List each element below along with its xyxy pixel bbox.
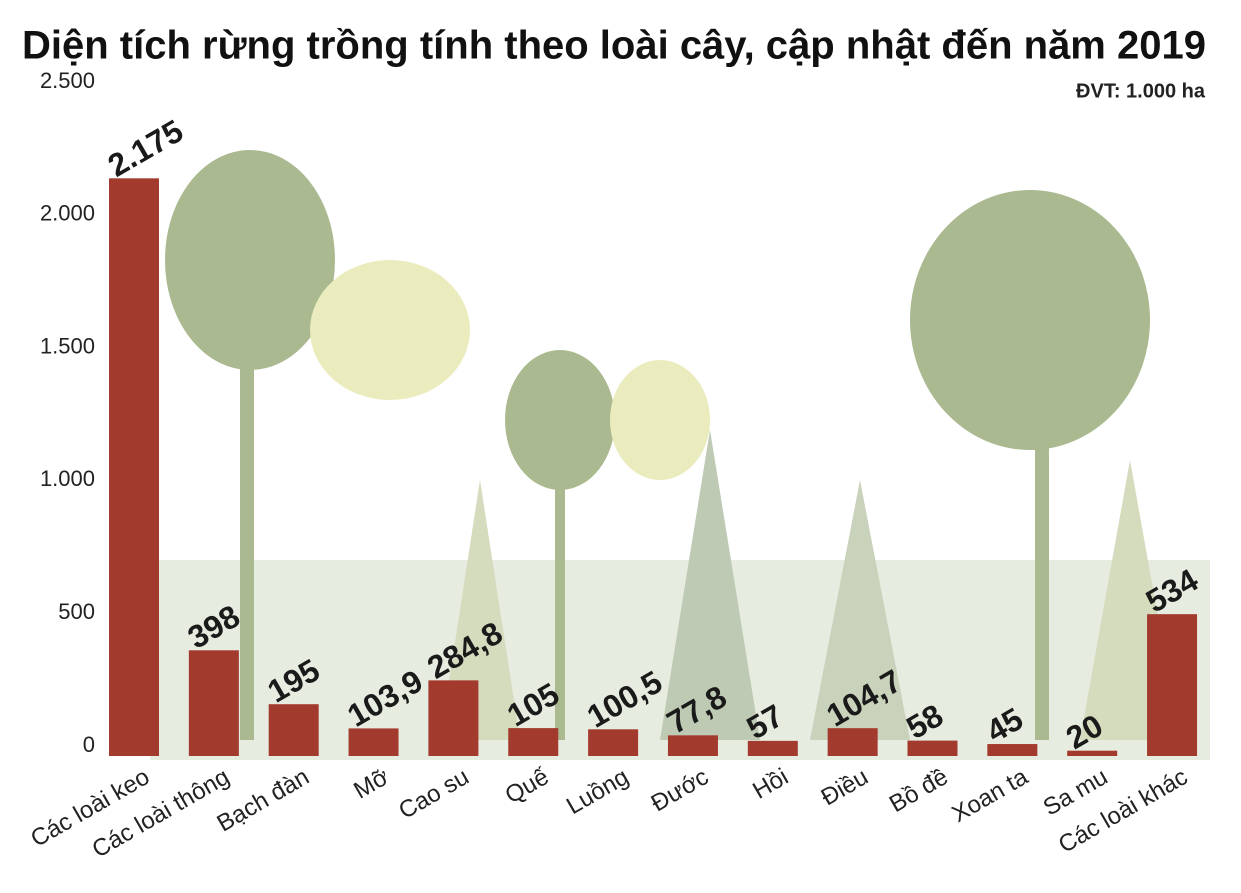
bar — [109, 178, 159, 756]
y-tick-label: 2.500 — [40, 68, 95, 93]
value-label: 2.175 — [102, 112, 189, 183]
bar — [268, 704, 319, 756]
x-tick-label: Đước — [647, 763, 713, 817]
bar — [987, 744, 1038, 756]
chart-title: Diện tích rừng trồng tính theo loài cây,… — [22, 24, 1206, 68]
x-tick-label: Quế — [501, 763, 554, 809]
bar — [1147, 614, 1198, 756]
x-tick-label: Bồ đề — [885, 763, 953, 818]
x-tick-label: Cao su — [394, 763, 473, 824]
bar — [428, 680, 479, 756]
bar — [667, 735, 718, 756]
x-tick-label: Điều — [817, 763, 873, 811]
x-tick-label: Xoan ta — [947, 763, 1033, 828]
bar — [747, 740, 798, 756]
y-tick-label: 1.500 — [40, 333, 95, 358]
x-tick-label: Bạch đàn — [213, 763, 314, 837]
x-tick-label: Mỡ — [349, 763, 394, 804]
bar — [1067, 750, 1118, 756]
bar — [827, 728, 878, 756]
x-tick-label: Hồi — [748, 763, 793, 804]
unit-note: ĐVT: 1.000 ha — [1076, 80, 1206, 102]
bar — [508, 728, 559, 756]
x-tick-label: Luồng — [562, 763, 633, 820]
bar — [348, 728, 399, 756]
bar — [188, 650, 239, 756]
y-tick-label: 2.000 — [40, 201, 95, 226]
bar — [588, 729, 639, 756]
forest-background — [150, 150, 1210, 760]
y-tick-label: 0 — [83, 732, 95, 757]
y-tick-label: 500 — [58, 599, 95, 624]
y-tick-label: 1.000 — [40, 466, 95, 491]
bar — [907, 740, 958, 756]
